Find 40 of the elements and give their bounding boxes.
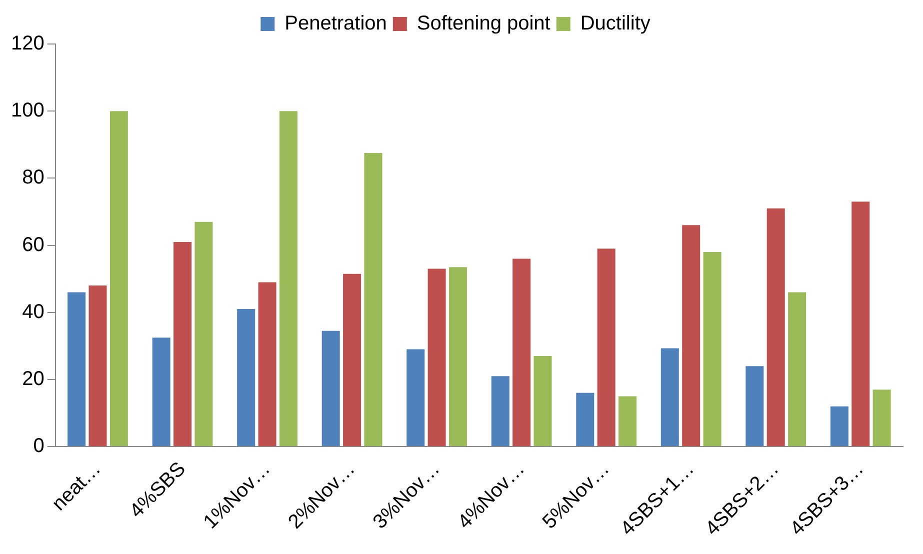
bar [364,153,382,446]
bar [406,349,425,446]
bar [576,392,594,446]
y-tick-label: 120 [10,32,44,55]
bar [428,268,446,446]
bar [258,282,276,446]
y-tick-label: 0 [33,435,44,458]
bar [68,292,86,446]
bar [88,286,107,446]
bar [512,258,531,446]
legend-label: Penetration [284,12,387,35]
legend-label: Ductility [580,12,650,35]
y-tick-label: 100 [10,100,44,122]
bar [830,406,848,446]
bar [872,390,891,446]
bar [852,202,870,446]
y-tick-label: 60 [22,234,44,256]
bar [703,252,722,446]
bar [194,222,213,446]
bar [279,111,298,446]
bar [660,348,679,446]
bar [597,248,616,446]
bar [746,366,764,446]
y-tick-label: 80 [22,166,44,189]
bar [152,338,170,446]
bar [618,396,637,446]
bar [491,376,510,446]
y-tick-label: 20 [22,368,44,390]
bar [110,111,128,446]
bar [766,208,785,446]
bar [534,356,552,446]
bar [788,292,806,446]
legend-label: Softening point [416,12,551,35]
bar [174,242,192,446]
bar [682,225,700,446]
bar [237,309,256,446]
bar [448,267,467,446]
bar [322,330,340,446]
y-tick-label: 40 [22,300,44,323]
bar [343,274,362,446]
